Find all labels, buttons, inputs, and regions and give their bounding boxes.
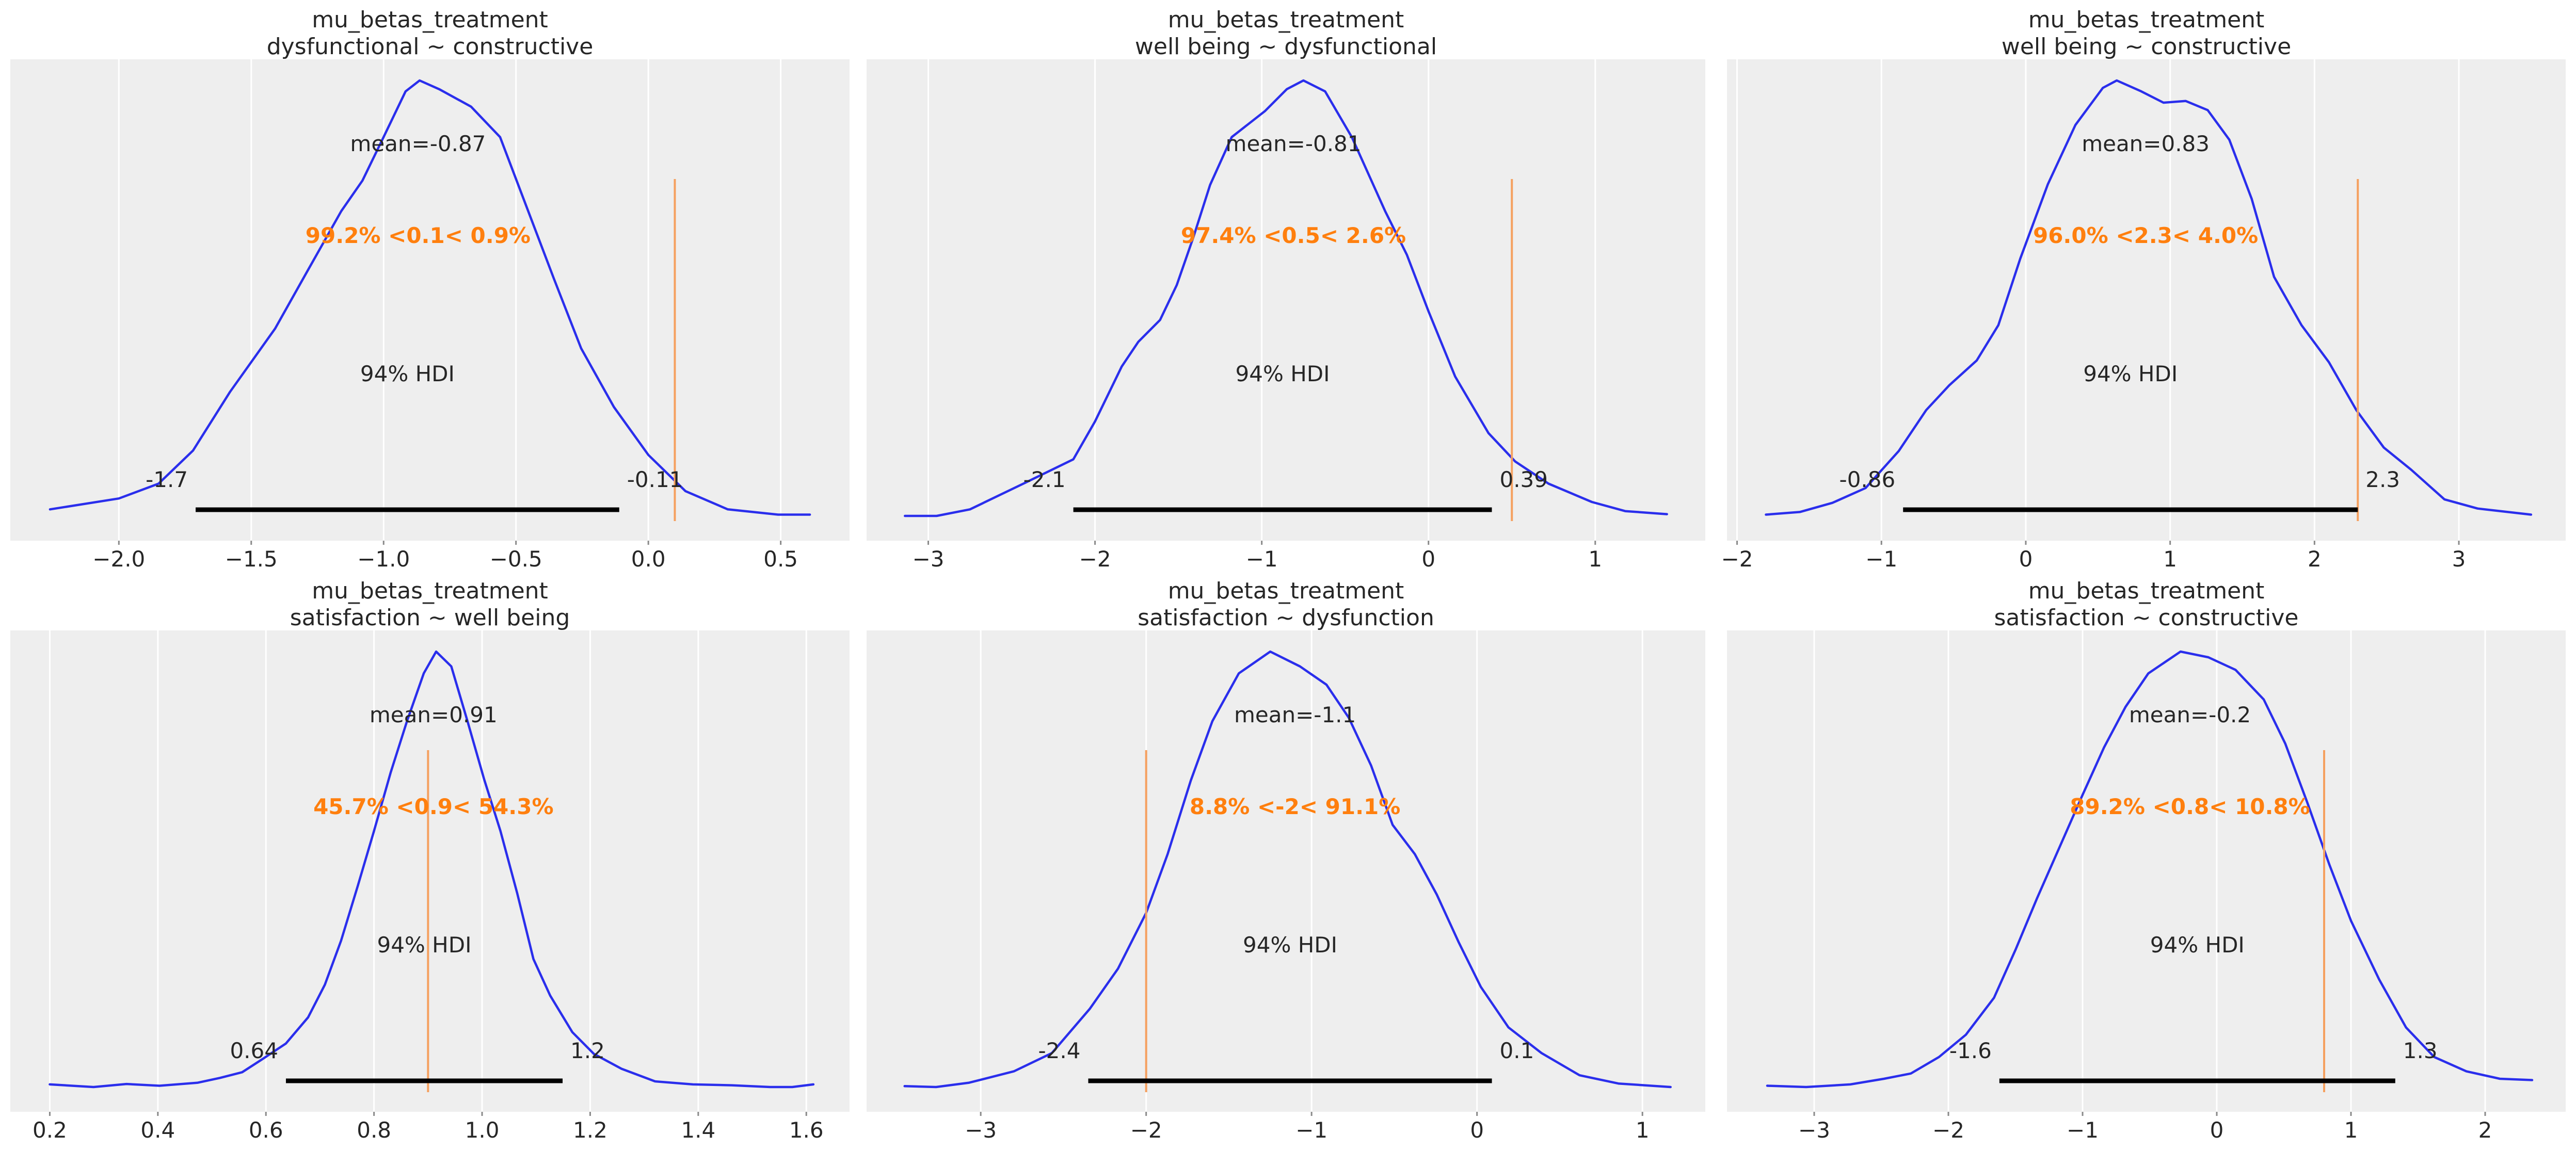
mean-label: mean=0.83 — [2082, 131, 2210, 156]
subplot-title-pair: dysfunctional ~ constructive — [267, 34, 594, 60]
mean-label: mean=-0.87 — [350, 131, 486, 156]
hdi-text: 94% HDI — [1243, 932, 1337, 958]
kde-line — [49, 79, 811, 516]
kde-line — [904, 79, 1668, 517]
x-tick-label: 1 — [2344, 1117, 2358, 1143]
subplot-title-variable: mu_betas_treatment — [2028, 7, 2265, 33]
reference-probability-label: 99.2% <0.1< 0.9% — [306, 223, 531, 248]
axes-background — [1727, 59, 2566, 541]
x-tick-label: −2 — [1932, 1117, 1964, 1143]
hdi-upper-label: 0.1 — [1500, 1038, 1534, 1063]
x-tick-label: 2 — [2308, 546, 2322, 572]
reference-probability-label: 8.8% <-2< 91.1% — [1190, 794, 1400, 819]
axes-background — [1727, 630, 2566, 1112]
hdi-lower-label: -1.7 — [146, 467, 188, 492]
x-tick-label: −2 — [1721, 546, 1753, 572]
hdi-lower-label: -0.86 — [1839, 467, 1896, 492]
x-tick-label: 1.0 — [465, 1117, 500, 1143]
x-tick-label: 1.2 — [573, 1117, 607, 1143]
subplot-title-pair: satisfaction ~ well being — [290, 605, 570, 631]
x-tick-label: 0.0 — [631, 546, 666, 572]
x-tick-label: 1 — [1636, 1117, 1650, 1143]
x-tick-label: −2.0 — [92, 546, 145, 572]
kde-line — [1766, 650, 2534, 1089]
x-tick-label: 2 — [2478, 1117, 2492, 1143]
subplot-title-pair: well being ~ dysfunctional — [1135, 34, 1437, 60]
x-tick-label: −3 — [965, 1117, 997, 1143]
x-tick-label: 0 — [1470, 1117, 1484, 1143]
x-tick-label: −1 — [1295, 1117, 1327, 1143]
kde-line — [1765, 79, 2533, 516]
axes-background — [10, 59, 850, 541]
hdi-upper-label: 1.3 — [2403, 1038, 2438, 1063]
subplot-title-pair: well being ~ constructive — [2002, 34, 2291, 60]
x-tick-label: 0 — [2210, 1117, 2224, 1143]
hdi-text: 94% HDI — [2083, 361, 2178, 386]
x-tick-label: 1.6 — [789, 1117, 824, 1143]
hdi-upper-label: 2.3 — [2365, 467, 2400, 492]
hdi-upper-label: -0.11 — [627, 467, 683, 492]
subplot-title-variable: mu_betas_treatment — [1168, 578, 1404, 604]
x-tick-label: −0.5 — [490, 546, 542, 572]
hdi-text: 94% HDI — [2150, 932, 2245, 958]
subplot-title-variable: mu_betas_treatment — [312, 578, 548, 604]
subplot-title-pair: satisfaction ~ dysfunction — [1138, 605, 1434, 631]
mean-label: mean=0.91 — [370, 702, 498, 727]
reference-probability-label: 96.0% <2.3< 4.0% — [2033, 223, 2258, 248]
subplot-title-variable: mu_betas_treatment — [312, 7, 548, 33]
hdi-text: 94% HDI — [377, 932, 471, 958]
x-tick-label: 0.4 — [140, 1117, 175, 1143]
kde-line — [903, 650, 1672, 1089]
x-tick-label: −3 — [913, 546, 945, 572]
x-tick-label: −3 — [1798, 1117, 1830, 1143]
mean-label: mean=-1.1 — [1234, 702, 1356, 727]
x-tick-label: −1.0 — [357, 546, 410, 572]
kde-line — [49, 650, 815, 1089]
x-tick-label: 0 — [2019, 546, 2033, 572]
mean-label: mean=-0.2 — [2129, 702, 2251, 727]
x-tick-label: 1 — [2163, 546, 2177, 572]
x-tick-label: −1 — [1865, 546, 1897, 572]
reference-probability-label: 89.2% <0.8< 10.8% — [2070, 794, 2310, 819]
hdi-lower-label: -1.6 — [1949, 1038, 1992, 1063]
x-tick-label: −2 — [1130, 1117, 1162, 1143]
x-tick-label: 1.4 — [681, 1117, 715, 1143]
x-tick-label: 0.6 — [249, 1117, 283, 1143]
reference-probability-label: 97.4% <0.5< 2.6% — [1181, 223, 1406, 248]
mean-label: mean=-0.81 — [1226, 131, 1362, 156]
hdi-text: 94% HDI — [360, 361, 455, 386]
x-tick-label: 0 — [1421, 546, 1435, 572]
reference-probability-label: 45.7% <0.9< 54.3% — [313, 794, 553, 819]
hdi-upper-label: 0.39 — [1499, 467, 1548, 492]
subplot-title-variable: mu_betas_treatment — [2028, 578, 2265, 604]
x-tick-label: 3 — [2452, 546, 2466, 572]
hdi-lower-label: 0.64 — [230, 1038, 278, 1063]
hdi-upper-label: 1.2 — [570, 1038, 605, 1063]
x-tick-label: 0.5 — [763, 546, 798, 572]
x-tick-label: −2 — [1079, 546, 1111, 572]
subplot-title-variable: mu_betas_treatment — [1168, 7, 1404, 33]
hdi-lower-label: -2.1 — [1023, 467, 1066, 492]
hdi-lower-label: -2.4 — [1038, 1038, 1081, 1063]
x-tick-label: −1 — [2067, 1117, 2099, 1143]
axes-background — [867, 630, 1705, 1112]
axes-background — [10, 630, 850, 1112]
x-tick-label: 0.8 — [357, 1117, 391, 1143]
hdi-text: 94% HDI — [1236, 361, 1330, 386]
x-tick-label: 1 — [1588, 546, 1602, 572]
x-tick-label: 0.2 — [33, 1117, 67, 1143]
x-tick-label: −1 — [1246, 546, 1278, 572]
subplot-title-pair: satisfaction ~ constructive — [1994, 605, 2299, 631]
axes-background — [867, 59, 1705, 541]
x-tick-label: −1.5 — [225, 546, 278, 572]
